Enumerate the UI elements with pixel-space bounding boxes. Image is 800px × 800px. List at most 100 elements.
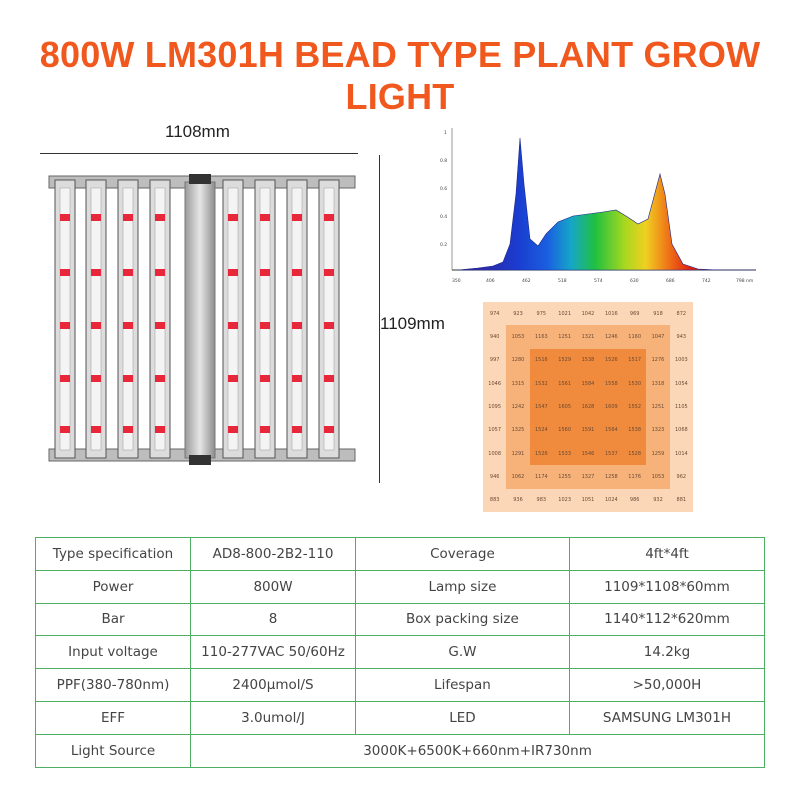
ppfd-cell: 1532	[529, 372, 553, 396]
spec-label: Box packing size	[354, 602, 570, 637]
x-tick: 742	[702, 278, 711, 284]
red-led-cluster	[60, 426, 70, 433]
ppfd-cell: 1246	[599, 325, 623, 349]
red-led-cluster	[228, 269, 238, 276]
x-tick: 630	[630, 278, 639, 284]
red-led-cluster	[228, 322, 238, 329]
red-led-cluster	[228, 214, 238, 221]
ppfd-cell: 1323	[646, 418, 670, 442]
spectrum-y-ticks: 1 0.8 0.6 0.4 0.2	[440, 130, 447, 248]
spec-value: SAMSUNG LM301H	[568, 700, 766, 735]
ppfd-cell: 1023	[558, 497, 572, 504]
table-row: Bar 8 Box packing size 1140*112*620mm	[34, 602, 766, 637]
spec-value: 8	[190, 602, 356, 637]
ppfd-cell: 986	[629, 497, 640, 504]
red-led-cluster	[60, 269, 70, 276]
ppfd-cell: 936	[513, 497, 523, 504]
red-led-cluster	[123, 322, 133, 329]
ppfd-cell: 975	[536, 310, 547, 317]
ppfd-cell: 1255	[553, 465, 577, 489]
ppfd-map: 974 923 975 1021 1042 1016 969 918 872 940 1053 116…	[483, 302, 693, 512]
spec-label: Input voltage	[34, 635, 192, 670]
red-led-cluster	[324, 269, 334, 276]
red-led-cluster	[91, 269, 101, 276]
red-led-cluster	[155, 322, 165, 329]
ppfd-cell: 1258	[599, 465, 623, 489]
y-tick: 0.2	[440, 242, 447, 248]
ppfd-cell: 1053	[506, 325, 530, 349]
spec-value: AD8-800-2B2-110	[190, 537, 356, 571]
table-row: Power 800W Lamp size 1109*1108*60mm	[34, 569, 766, 604]
ppfd-cell: 1046	[488, 380, 502, 387]
ppfd-cell: 932	[653, 497, 663, 504]
ppfd-cell: 1533	[553, 442, 577, 466]
ppfd-cell: 1024	[604, 497, 618, 504]
red-led-cluster	[91, 375, 101, 382]
red-led-cluster	[292, 322, 302, 329]
ppfd-cell: 1176	[623, 465, 647, 489]
spec-label: Lamp size	[354, 569, 570, 604]
red-led-cluster	[260, 426, 270, 433]
spectrum-chart: 1 0.8 0.6 0.4 0.2 350 406 462 518 574 63…	[440, 128, 756, 284]
ppfd-cell: 1538	[576, 348, 600, 372]
table-row: Type specification AD8-800-2B2-110 Coverag…	[34, 537, 766, 571]
ppfd-cell: 1605	[553, 395, 577, 419]
x-tick: 574	[594, 278, 603, 284]
y-tick: 0.8	[440, 158, 447, 164]
ppfd-cell: 1325	[506, 418, 530, 442]
ppfd-cell: 1538	[623, 418, 647, 442]
ppfd-cell: 1526	[529, 442, 553, 466]
ppfd-cell: 983	[536, 497, 547, 504]
table-row: PPF(380-780nm) 2400μmol/S Lifespan >50,000H	[34, 668, 766, 702]
red-led-cluster	[292, 426, 302, 433]
ppfd-cell: 1591	[576, 418, 600, 442]
red-led-cluster	[260, 375, 270, 382]
ppfd-cell: 940	[489, 333, 500, 340]
ppfd-cell: 1054	[674, 380, 688, 387]
ppfd-cell: 1062	[506, 465, 530, 489]
x-tick: 518	[558, 278, 567, 284]
spec-label: Power	[34, 569, 192, 604]
spec-value: >50,000H	[568, 668, 766, 702]
red-led-cluster	[292, 375, 302, 382]
ppfd-cell: 1051	[581, 497, 595, 504]
ppfd-cell: 1042	[581, 310, 595, 317]
ppfd-cell: 1530	[623, 372, 647, 396]
spec-value: 800W	[190, 569, 356, 604]
red-led-cluster	[228, 426, 238, 433]
ppfd-cell: 872	[676, 310, 687, 317]
ppfd-cell: 1003	[674, 357, 688, 364]
ppfd-cell: 1047	[646, 325, 670, 349]
red-led-cluster	[292, 214, 302, 221]
ppfd-cell: 1628	[576, 395, 600, 419]
width-dimension-label: 1108mm	[165, 122, 230, 141]
red-led-cluster	[260, 214, 270, 221]
ppfd-cell: 1318	[646, 372, 670, 396]
ppfd-cell: 997	[489, 357, 500, 364]
x-tick: 462	[522, 278, 531, 284]
red-led-cluster	[91, 426, 101, 433]
ppfd-cell: 1280	[506, 348, 530, 372]
ppfd-cell: 1174	[529, 465, 553, 489]
x-tick: 686	[666, 278, 675, 284]
red-led-cluster	[60, 375, 70, 382]
spec-label: PPF(380-780nm)	[34, 668, 192, 702]
ppfd-cell: 1259	[646, 442, 670, 466]
red-led-cluster	[155, 214, 165, 221]
ppfd-cell: 1251	[646, 395, 670, 419]
ppfd-cell: 946	[489, 473, 500, 480]
red-led-cluster	[155, 426, 165, 433]
ppfd-cell: 1526	[599, 348, 623, 372]
spec-table: Type specification AD8-800-2B2-110 Coverag…	[34, 537, 766, 768]
y-tick: 1	[444, 130, 447, 136]
grow-light-image	[48, 174, 356, 465]
ppfd-cell: 881	[676, 497, 687, 504]
y-tick: 0.4	[440, 214, 447, 220]
red-led-cluster	[228, 375, 238, 382]
ppfd-cell: 1276	[646, 348, 670, 372]
ppfd-cell: 1558	[599, 372, 623, 396]
ppfd-cell: 883	[489, 497, 500, 504]
ppfd-cell: 1546	[576, 442, 600, 466]
ppfd-cell: 1516	[529, 348, 553, 372]
ppfd-cell: 1584	[576, 372, 600, 396]
